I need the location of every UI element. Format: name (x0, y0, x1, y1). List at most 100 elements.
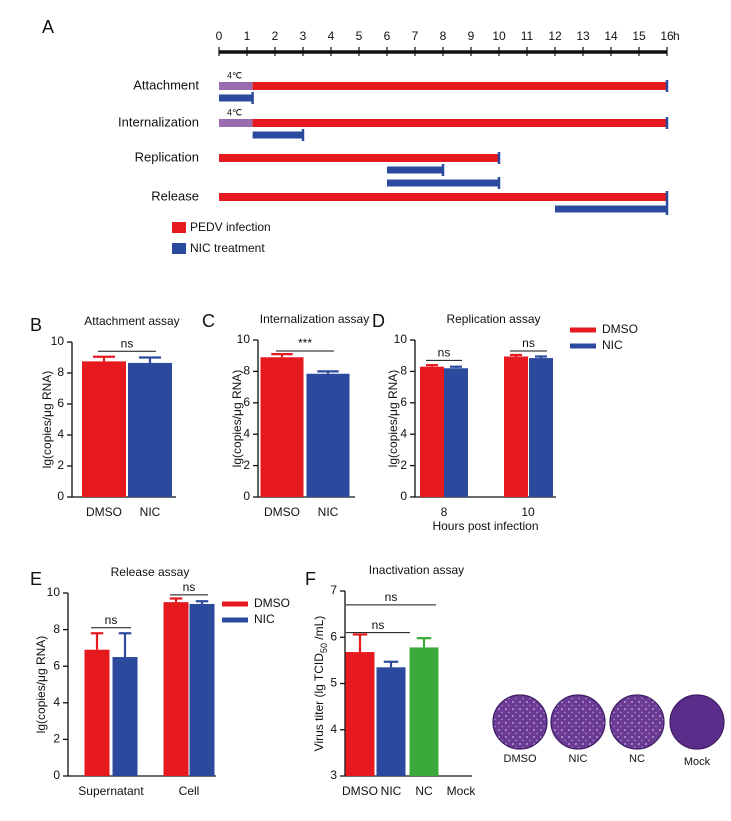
x-tick-label: 8 (441, 505, 448, 519)
panel-letter: E (30, 569, 42, 589)
bar (112, 657, 138, 776)
bar (420, 366, 444, 497)
legend-label: DMSO (602, 322, 638, 336)
infection-bar (219, 154, 499, 162)
y-axis-label: lg(copies/μg RNA) (34, 636, 48, 734)
x-tick-label: 1 (244, 29, 251, 43)
plate-label: Mock (684, 756, 711, 768)
y-axis-label-part: Virus titer (lg TCID (312, 653, 326, 752)
bar (409, 647, 439, 776)
bar (82, 361, 126, 497)
y-axis-label: Virus titer (lg TCID50 /mL) (312, 616, 329, 752)
bar (189, 603, 215, 776)
chart-title: Release assay (111, 565, 190, 579)
x-tick-label: Cell (179, 784, 200, 798)
y-axis-label-part: 50 (319, 643, 329, 653)
panel-letter: C (202, 311, 215, 331)
treatment-bar (387, 179, 499, 187)
x-tick-label: 13 (576, 29, 590, 43)
row-label: Release (151, 188, 199, 203)
row-label: Attachment (133, 77, 199, 92)
x-tick-label: 7 (412, 29, 419, 43)
treatment-bar (219, 94, 253, 102)
x-tick-label: 12 (548, 29, 562, 43)
treatment-bar (252, 131, 303, 139)
chart-title: Attachment assay (84, 314, 179, 328)
legend-label: NIC (602, 338, 623, 352)
panel-letter: B (30, 315, 42, 335)
x-tick-label: DMSO (264, 505, 300, 519)
row-label: Internalization (118, 114, 199, 129)
x-tick-label: 10 (492, 29, 506, 43)
y-tick-label: 4 (330, 722, 337, 736)
plaque-plate (492, 694, 548, 750)
plate-label: NC (629, 753, 645, 765)
legend-swatch (570, 343, 596, 349)
x-tick-label: 10 (521, 505, 535, 519)
x-tick-label: 2 (272, 29, 279, 43)
x-tick-label: 4 (328, 29, 335, 43)
y-tick-label: 0 (53, 768, 60, 782)
y-tick-label: 10 (394, 332, 408, 346)
x-axis-label: Hours post infection (432, 519, 538, 533)
treatment-bar (387, 166, 443, 174)
y-tick-label: 0 (243, 489, 250, 503)
infection-bar (219, 193, 667, 201)
y-tick-label: 4 (53, 695, 60, 709)
chart-title: Internalization assay (260, 312, 369, 326)
x-tick-label: 14 (604, 29, 618, 43)
row-label: Replication (135, 149, 199, 164)
significance-label: ns (121, 336, 134, 350)
x-tick-label: 3 (300, 29, 307, 43)
y-tick-label: 10 (51, 334, 65, 348)
bar (444, 368, 468, 497)
y-tick-label: 8 (53, 622, 60, 636)
x-tick-label: Supernatant (78, 784, 144, 798)
y-tick-label: 6 (57, 396, 64, 410)
y-tick-label: 6 (53, 658, 60, 672)
y-tick-label: 10 (47, 585, 61, 599)
infection-bar (219, 119, 253, 127)
legend-label: NIC treatment (190, 241, 265, 255)
y-tick-label: 4 (243, 426, 250, 440)
y-tick-label: 2 (243, 458, 250, 472)
significance-label: ns (385, 590, 398, 604)
panel-letter: A (42, 17, 54, 37)
x-tick-label: NIC (381, 784, 402, 798)
y-axis-label: lg(copies/μg RNA) (40, 371, 54, 469)
chart-title: Inactivation assay (369, 563, 464, 577)
plate-label: NIC (569, 753, 588, 765)
x-tick-label: 6 (384, 29, 391, 43)
x-tick-label: NC (415, 784, 433, 798)
y-tick-label: 7 (330, 583, 337, 597)
x-tick-label: NIC (140, 505, 161, 519)
bar (306, 373, 350, 497)
y-axis-label-part: /mL) (312, 616, 326, 643)
significance-label: ns (372, 618, 385, 632)
legend-label: NIC (254, 612, 275, 626)
significance-label: ns (183, 580, 196, 594)
x-unit: h (673, 29, 680, 43)
y-tick-label: 0 (57, 489, 64, 503)
y-tick-label: 2 (57, 458, 64, 472)
y-tick-label: 5 (330, 676, 337, 690)
plaque-plate (550, 694, 606, 750)
bar (260, 357, 304, 497)
significance-label: ns (438, 346, 451, 360)
legend-swatch (570, 327, 596, 333)
bar (84, 649, 110, 776)
legend-label: PEDV infection (190, 220, 271, 234)
y-tick-label: 6 (400, 395, 407, 409)
x-tick-label: 8 (440, 29, 447, 43)
y-tick-label: 4 (400, 426, 407, 440)
bar (163, 602, 189, 776)
x-tick-label: DMSO (86, 505, 122, 519)
x-tick-label: DMSO (342, 784, 378, 798)
y-tick-label: 6 (330, 629, 337, 643)
infection-bar (252, 119, 667, 127)
y-tick-label: 8 (57, 365, 64, 379)
x-tick-label: 0 (216, 29, 223, 43)
legend-swatch (222, 617, 248, 623)
y-tick-label: 0 (400, 489, 407, 503)
x-tick-label: 16 (660, 29, 674, 43)
